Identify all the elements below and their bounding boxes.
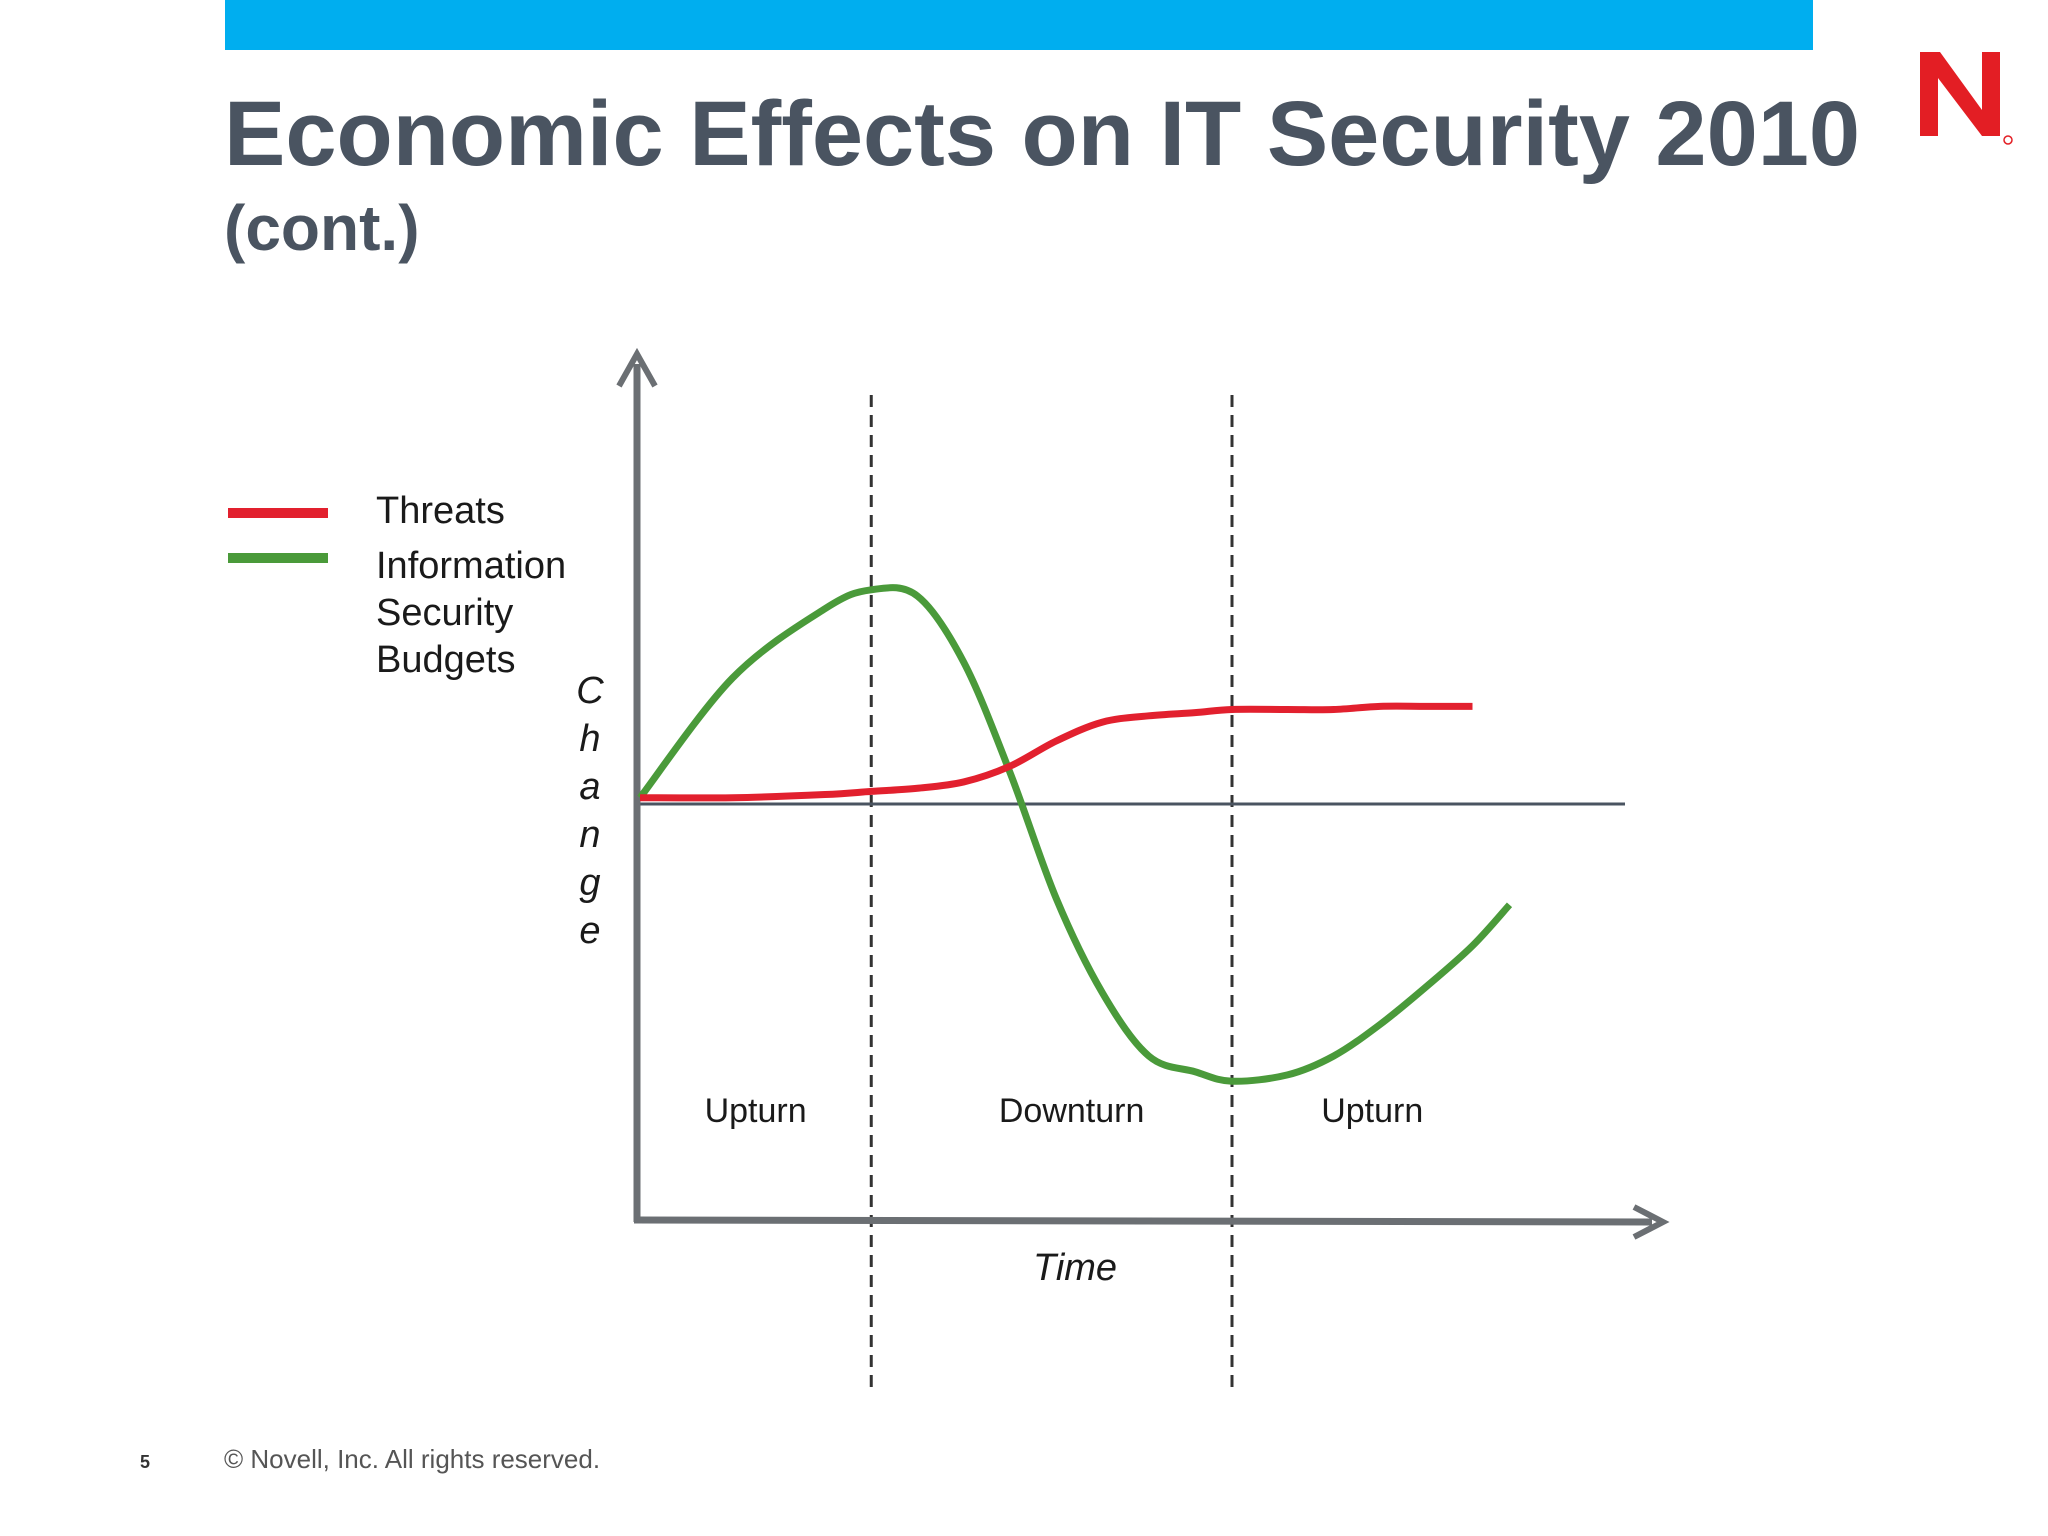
x-axis-label: Time: [1033, 1247, 1117, 1289]
legend-label-budgets: Information Security Budgets: [376, 545, 567, 681]
page-number: 5: [140, 1452, 151, 1472]
accent-bar: [225, 0, 1813, 50]
x-axis: [633, 1216, 1653, 1226]
series-line-threats: [639, 702, 1473, 802]
legend-swatch-budgets: [228, 553, 328, 563]
copyright-notice: © Novell, Inc. All rights reserved.: [224, 1444, 601, 1474]
novell-logo: [1920, 52, 2013, 145]
x-axis-arrowhead: [1632, 1204, 1670, 1240]
y-axis-label-letter: e: [579, 910, 600, 952]
legend-label-threats: Threats: [376, 490, 505, 532]
y-axis-label-letter: g: [579, 862, 600, 904]
legend-swatch-threats: [228, 508, 328, 518]
page-title: Economic Effects on IT Security 2010: [224, 83, 1861, 185]
y-axis-label-letter: C: [576, 670, 604, 712]
series-line-budgets: [637, 584, 1513, 1085]
y-axis-arrowhead: [616, 347, 658, 388]
page-subtitle: (cont.): [224, 192, 420, 264]
phase-label-2: Downturn: [999, 1092, 1145, 1130]
phase-label-3: Upturn: [1321, 1092, 1423, 1130]
y-axis-label-letter: h: [579, 718, 600, 760]
y-axis-label-letter: n: [579, 814, 600, 856]
phase-label-1: Upturn: [705, 1092, 807, 1130]
y-axis-label-letter: a: [579, 766, 600, 808]
